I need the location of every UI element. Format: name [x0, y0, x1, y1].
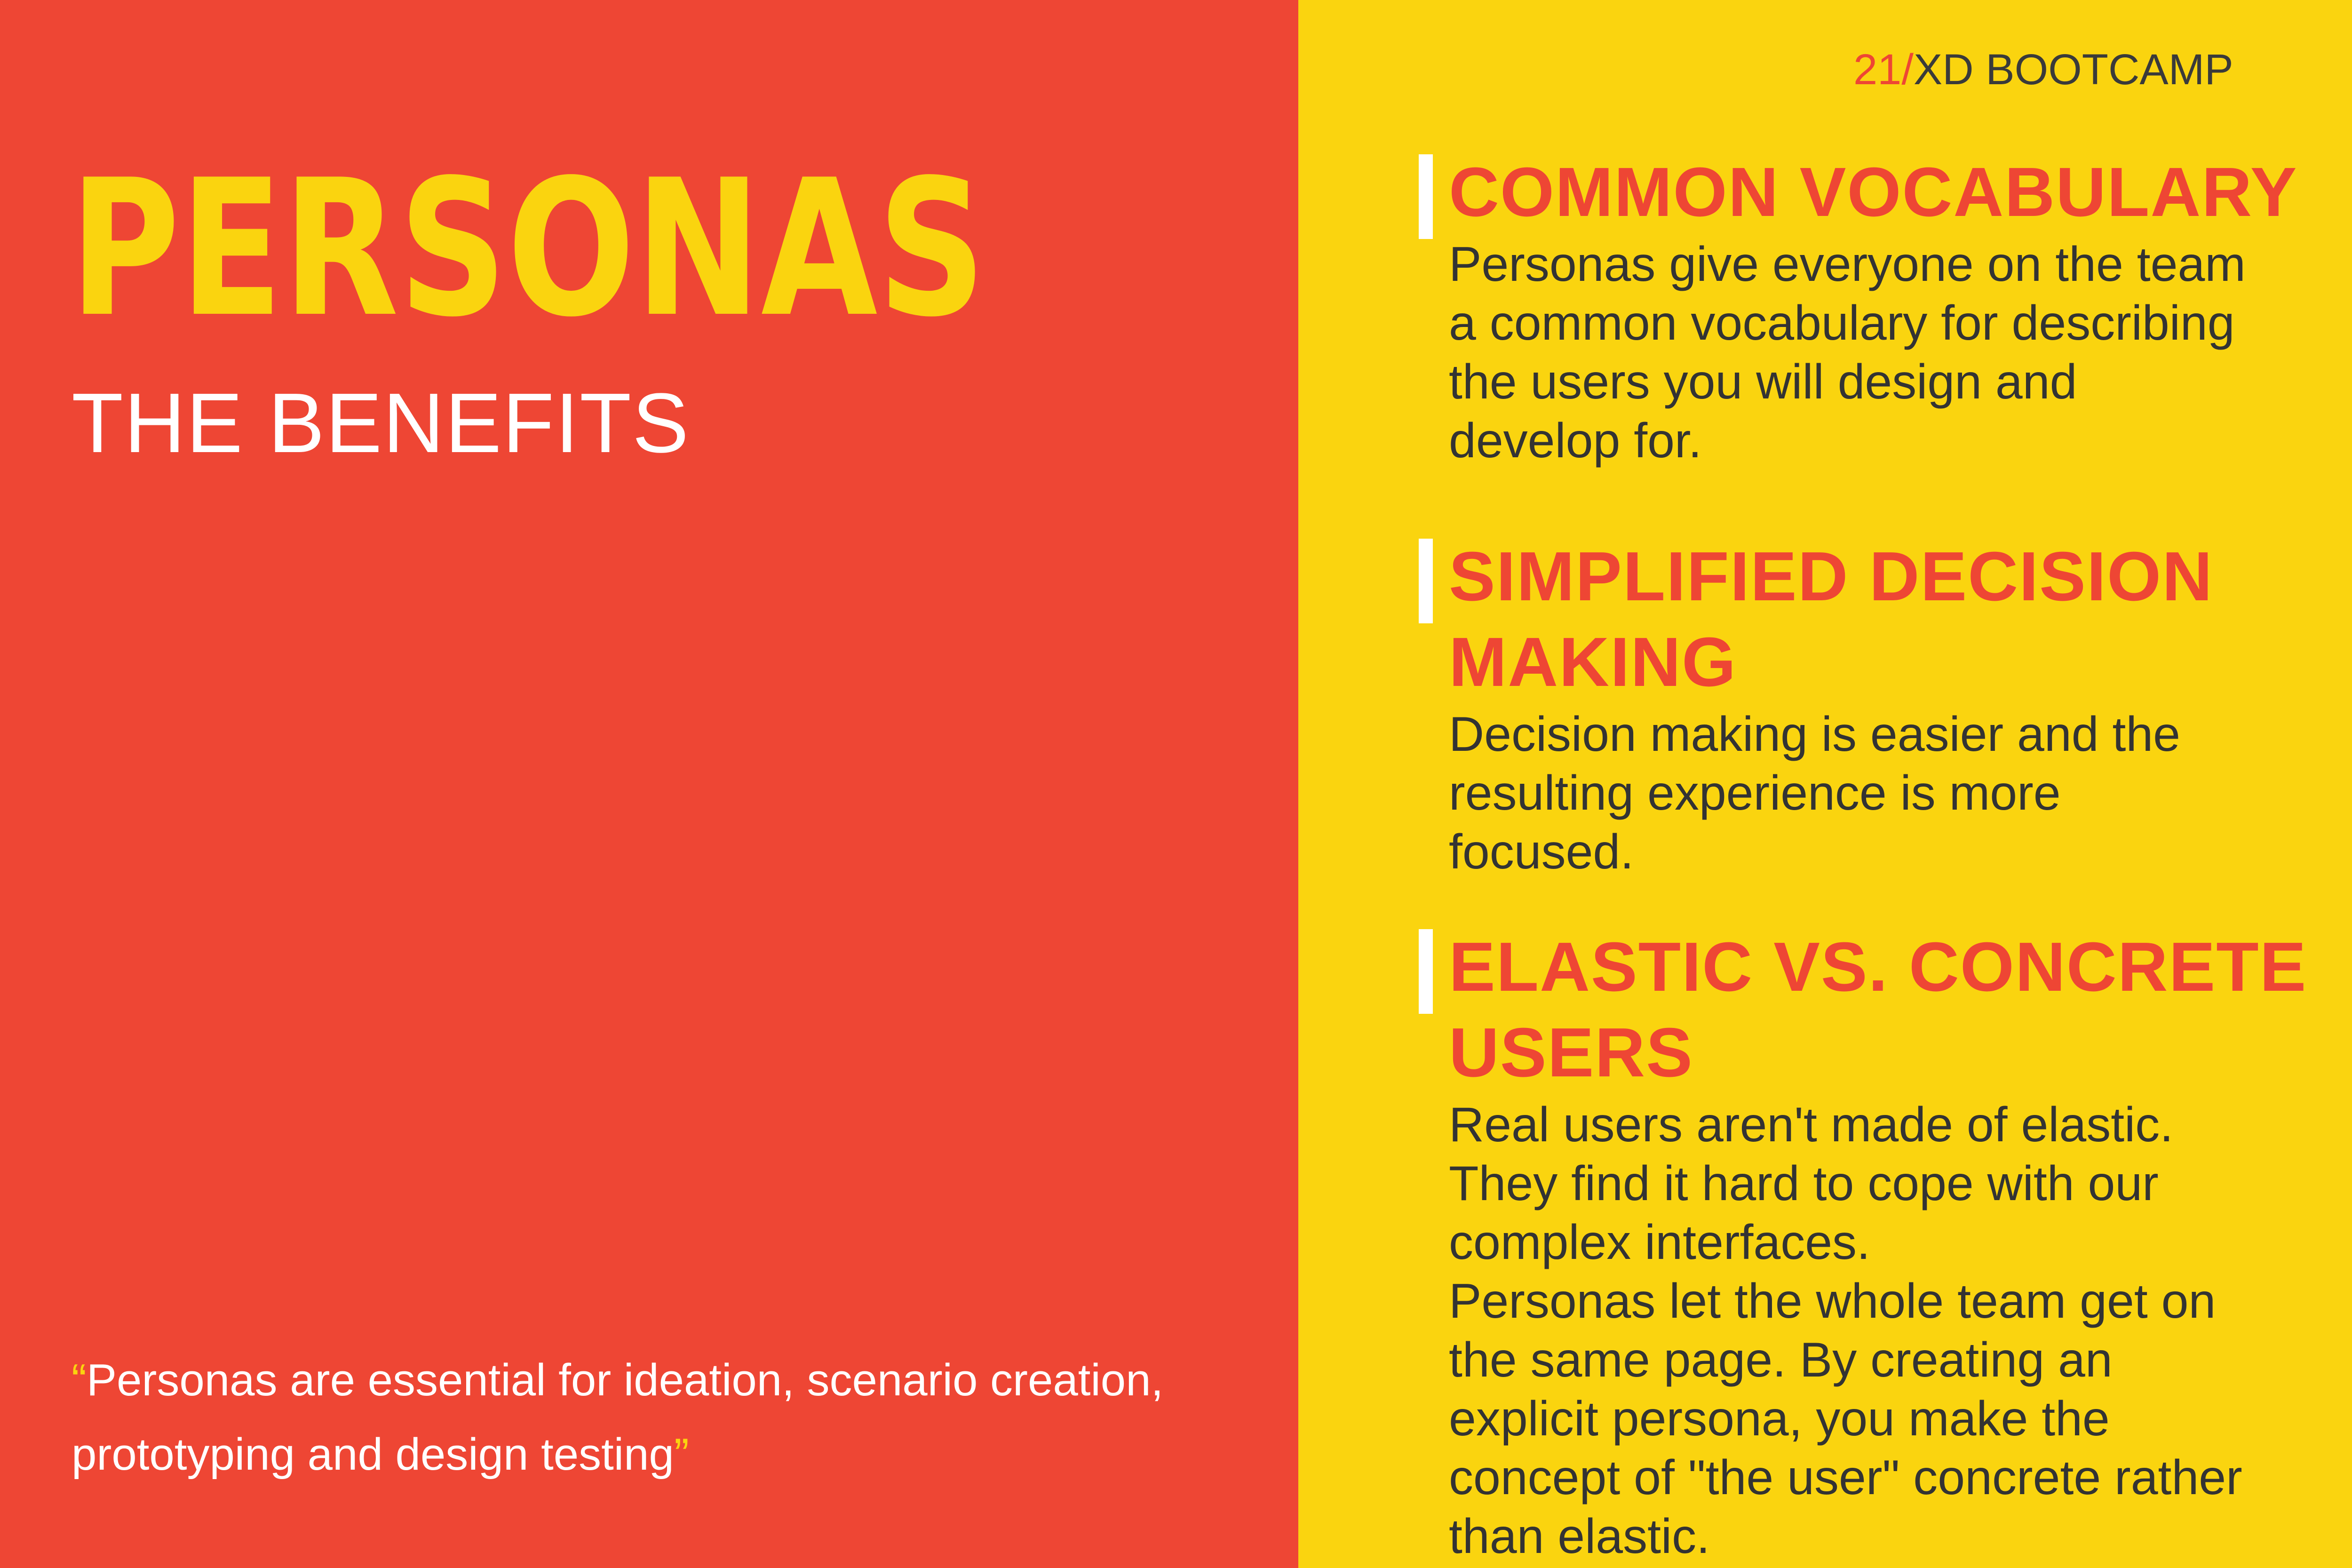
section-title: SIMPLIFIED DECISION MAKING	[1449, 538, 2214, 701]
section-body: Real users aren't made of elastic. They …	[1449, 1098, 2242, 1564]
page-title: PERSONAS	[70, 140, 986, 358]
right-panel	[1298, 0, 2352, 1568]
quote: “Personas are essential for ideation, sc…	[72, 1343, 1276, 1492]
section-body: Personas give everyone on the team a com…	[1449, 237, 2246, 468]
benefit-section: ELASTIC VS. CONCRETE USERS Real users ar…	[1419, 924, 2333, 1566]
quote-text: Personas are essential for ideation, sce…	[72, 1355, 1164, 1480]
section-title: ELASTIC VS. CONCRETE USERS	[1449, 928, 2307, 1091]
section-title: COMMON VOCABULARY	[1449, 153, 2298, 231]
brand-name: XD BOOTCAMP	[1913, 46, 2233, 94]
quote-close-mark: ”	[674, 1429, 689, 1480]
left-panel: PERSONAS THE BENEFITS “Personas are esse…	[0, 0, 1298, 1568]
benefit-section: COMMON VOCABULARY Personas give everyone…	[1419, 150, 2333, 470]
page-subtitle: THE BENEFITS	[72, 376, 690, 470]
section-accent-bar	[1419, 539, 1433, 623]
section-body: Decision making is easier and the result…	[1449, 707, 2181, 879]
section-accent-bar	[1419, 929, 1433, 1014]
quote-open-mark: “	[72, 1355, 87, 1405]
benefit-section: SIMPLIFIED DECISION MAKING Decision maki…	[1419, 534, 2333, 882]
brand-label: 21/XD BOOTCAMP	[1853, 48, 2233, 91]
brand-number: 21/	[1853, 46, 1914, 94]
section-accent-bar	[1419, 154, 1433, 239]
